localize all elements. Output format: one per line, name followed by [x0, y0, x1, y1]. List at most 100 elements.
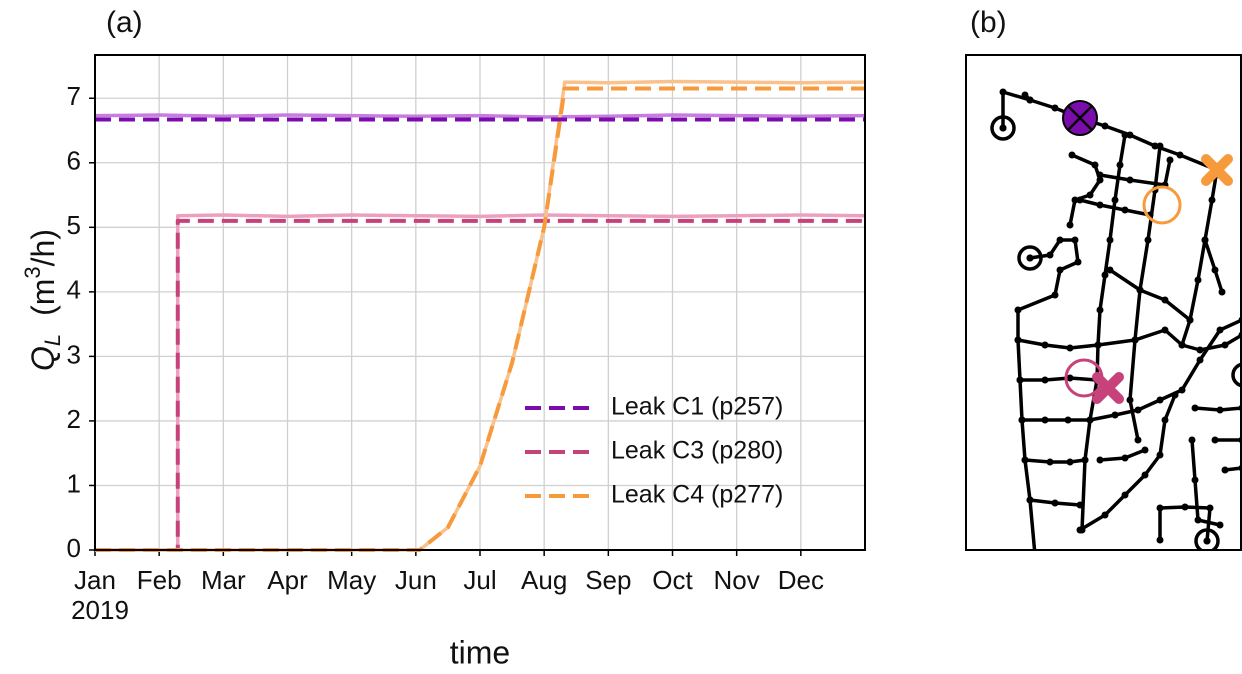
node [1221, 341, 1229, 349]
leak-cross-c4 [1201, 154, 1233, 186]
node [1216, 521, 1224, 529]
node [1121, 491, 1129, 499]
node [1096, 171, 1104, 179]
node [1096, 456, 1104, 464]
y-tick-label: 0 [67, 533, 81, 563]
x-axis-label: time [450, 634, 510, 670]
node [1201, 236, 1209, 244]
leak-cross-c1 [1067, 105, 1093, 131]
node [1211, 436, 1219, 444]
network-diagram [990, 88, 1242, 550]
node [1066, 221, 1074, 229]
node [1216, 326, 1224, 334]
node [1126, 396, 1134, 404]
node [1051, 104, 1059, 112]
node [1076, 526, 1084, 534]
reservoir [1231, 362, 1242, 388]
y-tick-label: 5 [67, 210, 81, 240]
node [1111, 196, 1119, 204]
node [1091, 161, 1099, 169]
node [1106, 266, 1114, 274]
pipe [1079, 198, 1151, 217]
node [1131, 336, 1139, 344]
estimate-line [94, 113, 866, 119]
node [1181, 503, 1189, 511]
y-tick-label: 3 [67, 339, 81, 369]
node [1186, 316, 1194, 324]
node [1191, 476, 1199, 484]
node [1126, 131, 1134, 139]
node [1196, 356, 1204, 364]
node [1064, 416, 1072, 424]
pipe [1020, 376, 1098, 382]
panel-frame [965, 54, 1242, 551]
node [1106, 236, 1114, 244]
x-tick-label: Sep [585, 565, 631, 595]
reservoir-dot [999, 124, 1007, 132]
node [1056, 236, 1064, 244]
node [1161, 326, 1169, 334]
pipe [1017, 328, 1242, 352]
node [1086, 191, 1094, 199]
x-tick-label: Jul [463, 565, 496, 595]
node [1151, 142, 1159, 150]
reservoir [1194, 528, 1220, 550]
node [1121, 454, 1129, 462]
node [1116, 161, 1124, 169]
node [1178, 341, 1186, 349]
node [1056, 266, 1064, 274]
node [1081, 456, 1089, 464]
x-tick-label: Apr [267, 565, 308, 595]
node [1156, 451, 1164, 459]
reservoir-dot [1026, 254, 1034, 262]
node [1071, 196, 1079, 204]
y-label-symbol: Q [25, 346, 61, 371]
node [1161, 296, 1169, 304]
node [1046, 458, 1054, 466]
node [1161, 416, 1169, 424]
legend-label: Leak C3 (p280) [611, 437, 783, 465]
pipe [1001, 90, 1218, 172]
node [1196, 346, 1204, 354]
node [1141, 471, 1149, 479]
node [1021, 91, 1029, 99]
x-tick-label: Oct [652, 565, 693, 595]
x-tick-label: Dec [778, 565, 824, 595]
pipe [1158, 505, 1212, 542]
y-tick-label: 6 [67, 146, 81, 176]
node [1194, 516, 1202, 524]
node [1096, 176, 1104, 184]
estimate-line [95, 213, 866, 552]
reservoir [990, 115, 1016, 141]
leak-line [95, 86, 865, 552]
node [999, 88, 1007, 96]
node [1221, 466, 1229, 474]
markers [990, 100, 1242, 550]
node [1066, 344, 1074, 352]
pipe [1180, 169, 1219, 346]
node [1136, 286, 1144, 294]
node [1086, 416, 1094, 424]
y-tick-label: 2 [67, 404, 81, 434]
node [1026, 96, 1034, 104]
node [1016, 376, 1024, 384]
node [1066, 458, 1074, 466]
y-label-superscript: 3 [20, 266, 45, 278]
node [1026, 496, 1034, 504]
node [1141, 446, 1149, 454]
node [1216, 406, 1224, 414]
node [1176, 151, 1184, 159]
node [1121, 131, 1129, 139]
x-tick-label: Jun [395, 565, 437, 595]
plot-area: Leak C1 (p257) Leak C3 (p280) Leak C4 (p27… [94, 79, 866, 552]
y-tick-label: 1 [67, 468, 81, 498]
node [1134, 406, 1142, 414]
pipe [1203, 239, 1224, 293]
leak-line [95, 218, 865, 552]
node [1041, 416, 1049, 424]
node [1051, 291, 1059, 299]
node [1188, 436, 1196, 444]
x-tick-label: Aug [521, 565, 567, 595]
node [1068, 151, 1076, 159]
node [1156, 504, 1164, 512]
